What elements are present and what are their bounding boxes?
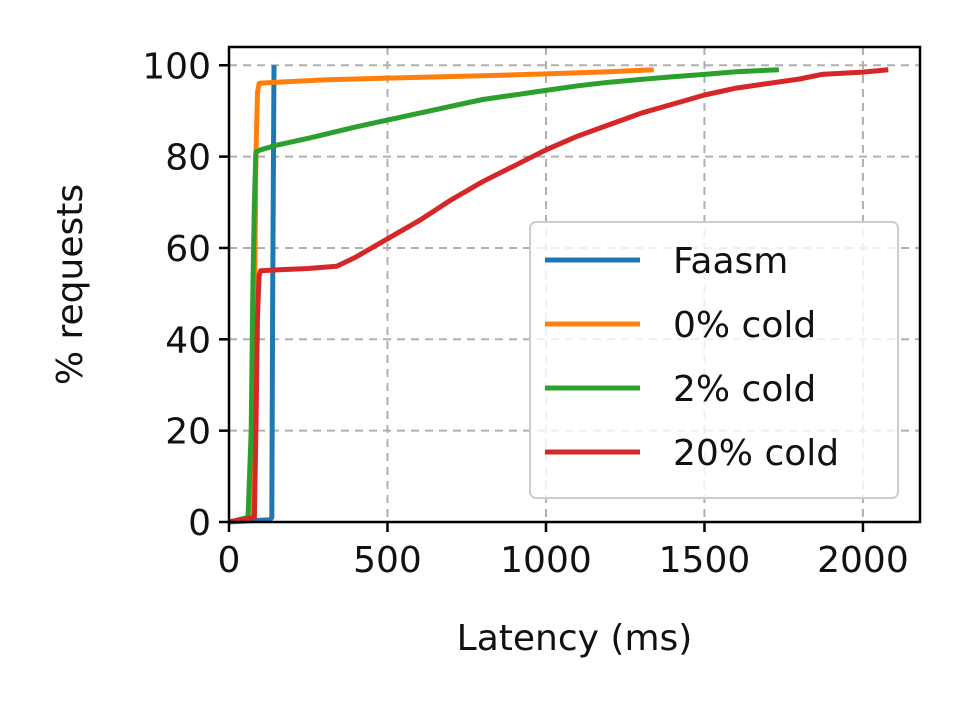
- legend: Faasm 0% cold 2% cold 20% cold: [529, 221, 899, 499]
- y-axis-label: % requests: [50, 184, 91, 385]
- x-tick-label: 1500: [659, 540, 751, 581]
- ticks-layer: 0 500 1000 1500 2000 0 20 40 60 80 100: [142, 46, 908, 581]
- y-tick-label: 0: [188, 503, 211, 544]
- y-tick-label: 40: [165, 320, 211, 361]
- x-tick-label: 0: [218, 540, 241, 581]
- y-tick-label: 100: [142, 46, 211, 87]
- legend-label-0-cold: 0% cold: [673, 305, 816, 346]
- legend-label-2-cold: 2% cold: [673, 369, 816, 410]
- series-line-2-cold: [228, 67, 780, 525]
- y-tick-label: 20: [165, 412, 211, 453]
- series-line-20-cold: [228, 67, 889, 525]
- plot-frame: [227, 45, 922, 524]
- x-axis-label: Latency (ms): [457, 618, 693, 659]
- legend-label-20-cold: 20% cold: [673, 433, 839, 474]
- x-tick-label: 500: [353, 540, 422, 581]
- x-tick-label: 2000: [817, 540, 909, 581]
- legend-box: [529, 221, 899, 499]
- y-tick-label: 80: [165, 138, 211, 179]
- series-layer: [228, 65, 889, 525]
- series-line-faasm: [228, 65, 277, 525]
- y-tick-label: 60: [165, 229, 211, 270]
- legend-label-faasm: Faasm: [673, 241, 788, 282]
- x-tick-label: 1000: [500, 540, 592, 581]
